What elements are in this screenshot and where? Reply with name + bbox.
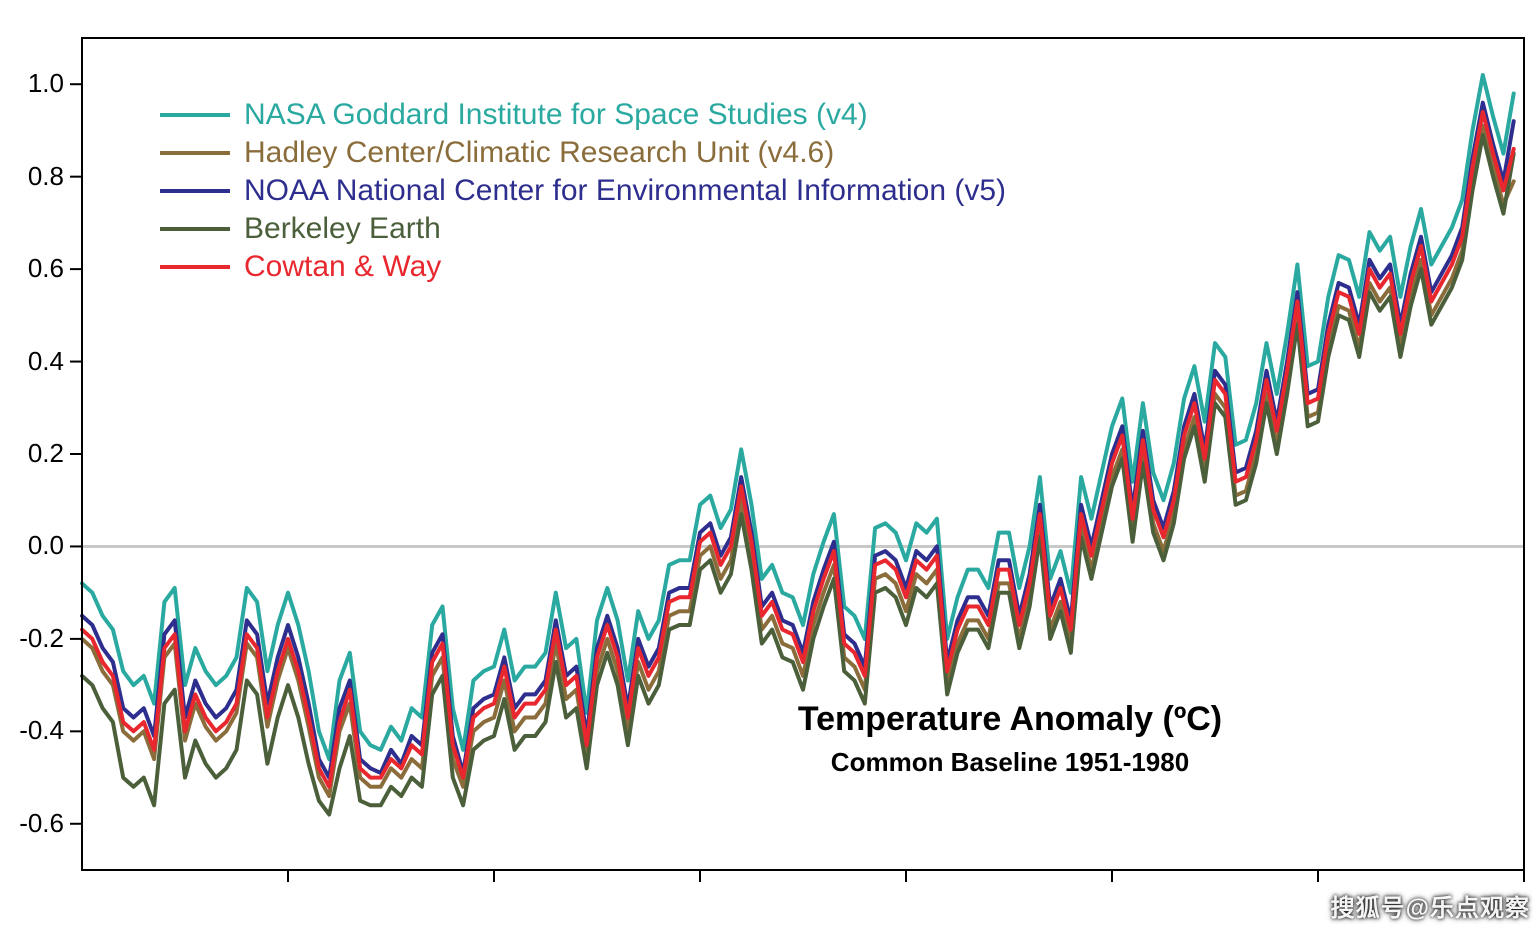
chart-subtitle: Common Baseline 1951-1980: [798, 747, 1222, 778]
title-block: Temperature Anomaly (ºC) Common Baseline…: [798, 700, 1222, 778]
chart-title: Temperature Anomaly (ºC): [798, 700, 1222, 739]
legend-swatch: [160, 113, 230, 117]
legend-label: Cowtan & Way: [244, 250, 441, 283]
legend-item: Berkeley Earth: [160, 210, 1006, 248]
y-tick-label: 0.8: [28, 161, 64, 192]
y-tick-label: 0.0: [28, 530, 64, 561]
legend-item: NOAA National Center for Environmental I…: [160, 172, 1006, 210]
legend-item: Cowtan & Way: [160, 248, 1006, 286]
legend-swatch: [160, 151, 230, 155]
legend-swatch: [160, 227, 230, 231]
legend-label: NASA Goddard Institute for Space Studies…: [244, 98, 868, 131]
legend-label: Berkeley Earth: [244, 212, 441, 245]
legend-item: NASA Goddard Institute for Space Studies…: [160, 96, 1006, 134]
legend-swatch: [160, 265, 230, 269]
watermark: 搜狐号@乐点观察: [1331, 888, 1530, 923]
legend-label: Hadley Center/Climatic Research Unit (v4…: [244, 136, 834, 169]
y-tick-label: 0.4: [28, 346, 64, 377]
y-tick-label: 0.6: [28, 253, 64, 284]
y-tick-label: 0.2: [28, 438, 64, 469]
legend-swatch: [160, 189, 230, 193]
y-tick-label: -0.4: [19, 715, 64, 746]
legend-item: Hadley Center/Climatic Research Unit (v4…: [160, 134, 1006, 172]
y-tick-label: -0.2: [19, 623, 64, 654]
y-tick-label: -0.6: [19, 808, 64, 839]
legend: NASA Goddard Institute for Space Studies…: [160, 96, 1006, 286]
y-tick-label: 1.0: [28, 68, 64, 99]
chart-container: NASA Goddard Institute for Space Studies…: [0, 0, 1536, 927]
legend-label: NOAA National Center for Environmental I…: [244, 174, 1006, 207]
